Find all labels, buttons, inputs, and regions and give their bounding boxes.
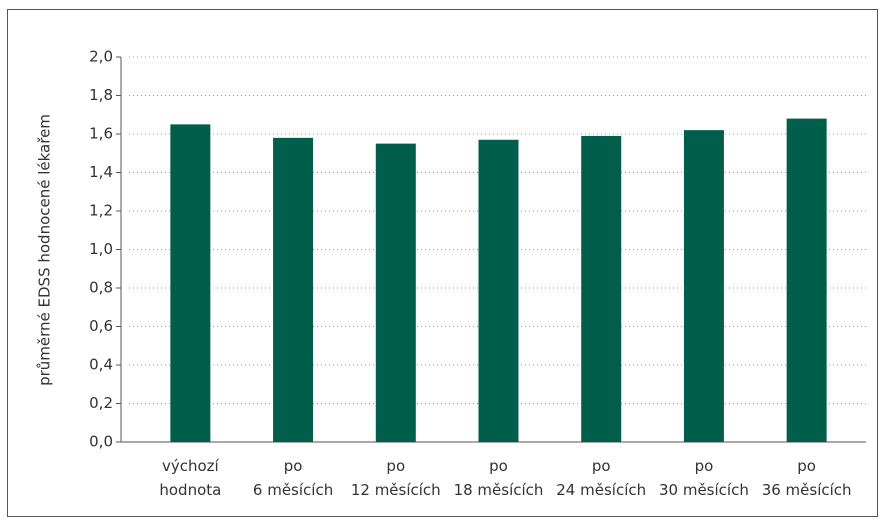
y-tick-label: 1,6 <box>89 125 113 143</box>
x-tick-label: po 12 měsících <box>350 457 441 499</box>
frame <box>7 9 878 517</box>
x-tick-label: po 36 měsících <box>761 457 852 499</box>
x-tick-label: výchozí hodnota <box>159 457 222 499</box>
y-tick-label: 1,2 <box>89 202 113 220</box>
bar <box>170 124 211 442</box>
x-tick-label: po 30 měsících <box>658 457 749 499</box>
bar <box>478 139 519 442</box>
x-tick-label: po 18 měsících <box>453 457 544 499</box>
bar <box>273 137 314 442</box>
y-tick-label: 0,4 <box>89 356 113 374</box>
y-axis-label: průměrné EDSS hodnocené lékařem <box>36 114 54 386</box>
y-tick-label: 0,2 <box>89 394 113 412</box>
x-tick-label: po 6 měsících <box>252 457 334 499</box>
bar <box>786 118 827 442</box>
y-tick-label: 2,0 <box>89 48 113 66</box>
y-tick-label: 1,0 <box>89 240 113 258</box>
x-tick-label: po 24 měsících <box>556 457 647 499</box>
y-tick-label: 0,8 <box>89 279 113 297</box>
y-tick-label: 0,0 <box>89 433 113 451</box>
bar <box>683 130 724 442</box>
y-tick-label: 1,8 <box>89 86 113 104</box>
bar <box>375 143 416 442</box>
y-tick-label: 0,6 <box>89 317 113 335</box>
bar <box>581 135 622 443</box>
y-tick-label: 1,4 <box>89 163 113 181</box>
